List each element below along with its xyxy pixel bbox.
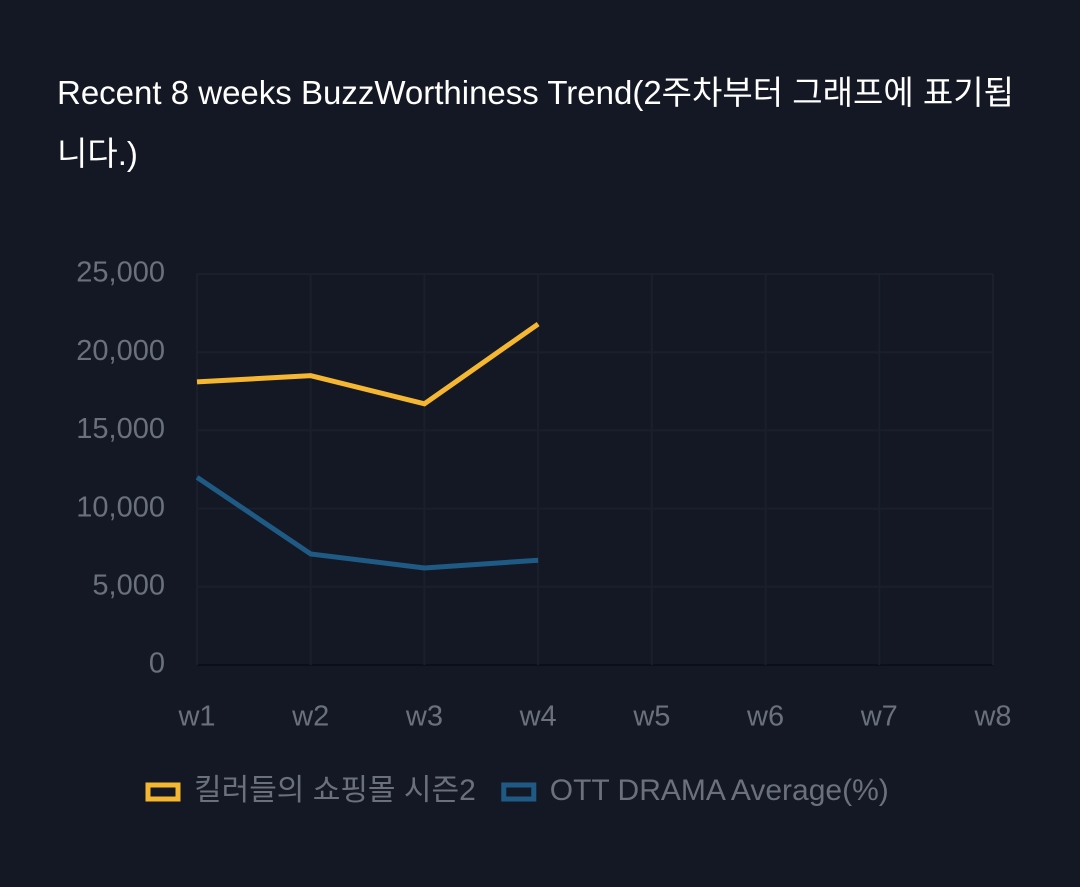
y-tick-label: 15,000 <box>76 413 165 445</box>
x-tick-label: w2 <box>291 701 329 733</box>
legend-label: 킬러들의 쇼핑몰 시즌2 <box>194 774 476 807</box>
y-tick-label: 5,000 <box>92 569 165 601</box>
y-tick-label: 10,000 <box>76 491 165 523</box>
y-tick-label: 0 <box>149 648 165 680</box>
x-tick-label: w8 <box>973 701 1011 733</box>
x-tick-label: w7 <box>860 701 898 733</box>
x-tick-label: w5 <box>632 701 670 733</box>
legend-swatch <box>145 782 181 802</box>
line-series <box>195 475 539 571</box>
line-series <box>196 322 540 407</box>
chart-title: Recent 8 weeks BuzzWorthiness Trend(2주차부… <box>57 74 1014 172</box>
y-tick-label: 20,000 <box>76 335 165 367</box>
x-tick-label: w4 <box>519 701 557 733</box>
x-tick-label: w1 <box>177 701 215 733</box>
x-tick-label: w3 <box>405 701 443 733</box>
legend-swatch <box>501 782 537 802</box>
legend-label: OTT DRAMA Average(%) <box>550 774 889 807</box>
y-tick-label: 25,000 <box>76 257 165 289</box>
x-tick-label: w6 <box>746 701 784 733</box>
